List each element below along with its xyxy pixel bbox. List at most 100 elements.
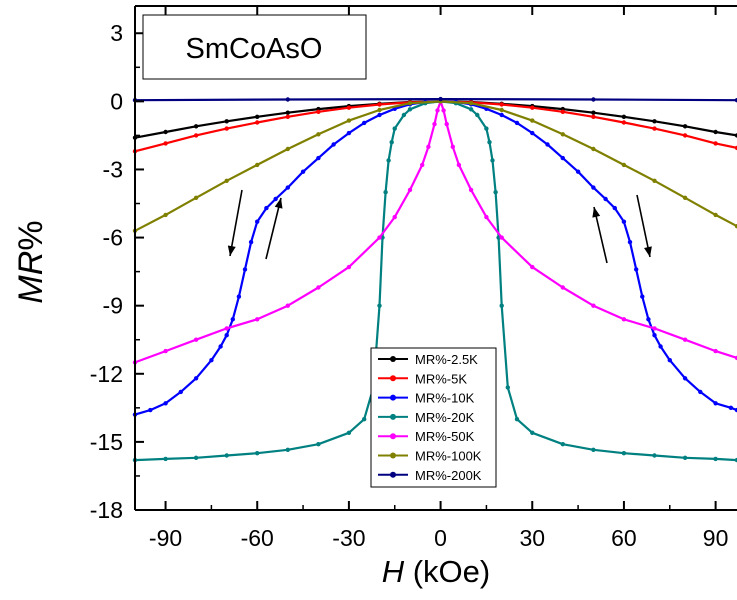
- series-point-4-19: [456, 162, 462, 168]
- series-point-2-43: [652, 333, 657, 338]
- series-point-2-13: [264, 205, 269, 211]
- series-point-6-2: [438, 96, 443, 102]
- series-point-4-11: [420, 162, 425, 168]
- series-point-2-11: [248, 239, 254, 245]
- series-line-4: [134, 100, 737, 364]
- legend-label-1: MR%-5K: [415, 371, 467, 386]
- legend-marker-6: [390, 471, 396, 478]
- series-point-5-17: [652, 178, 657, 183]
- x-axis-label-symbol: H: [382, 554, 405, 589]
- series-point-4-28: [682, 337, 688, 342]
- series-point-6-1: [285, 97, 290, 102]
- series-point-3-38: [734, 457, 737, 463]
- x-tick-label-1: -60: [241, 525, 274, 551]
- series-point-5-9: [407, 101, 413, 106]
- series-point-1-8: [377, 102, 382, 107]
- series-point-5-12: [499, 107, 504, 113]
- series-point-2-39: [627, 239, 633, 245]
- series-point-2-4: [193, 376, 199, 381]
- series-point-3-28: [499, 303, 504, 308]
- series-point-3-32: [560, 442, 565, 447]
- series-point-2-38: [621, 219, 627, 224]
- series-point-5-6: [316, 132, 321, 137]
- arrow-shaft-1: [265, 197, 282, 260]
- series-point-0-18: [682, 124, 688, 129]
- series-point-3-25: [490, 158, 495, 163]
- series-point-3-6: [316, 442, 321, 447]
- series-point-4-7: [346, 264, 352, 270]
- series-point-5-4: [255, 162, 260, 168]
- series-point-5-20: [734, 224, 737, 229]
- series-point-0-1: [163, 129, 168, 135]
- series-point-1-20: [734, 145, 737, 151]
- series-point-0-5: [285, 110, 290, 115]
- series-point-3-34: [621, 451, 627, 456]
- series-point-2-18: [331, 142, 336, 147]
- series-point-4-25: [591, 303, 596, 308]
- series-point-2-35: [591, 185, 596, 190]
- series-point-2-47: [698, 389, 703, 395]
- y-tick-label-7: -18: [90, 497, 123, 523]
- series-point-3-1: [163, 456, 168, 462]
- legend-label-2: MR%-10K: [415, 391, 475, 406]
- series-point-1-4: [255, 120, 260, 125]
- title-box: [142, 14, 367, 80]
- series-point-3-26: [493, 190, 498, 195]
- series-point-2-46: [682, 376, 688, 381]
- x-axis-label-unit: (kOe): [404, 554, 490, 589]
- series-point-1-12: [499, 102, 504, 107]
- series-point-1-2: [193, 133, 199, 138]
- series-point-2-44: [658, 344, 663, 349]
- series-point-0-4: [255, 114, 260, 120]
- legend-marker-2: [390, 394, 396, 401]
- series-point-2-6: [218, 344, 223, 349]
- series-point-1-1: [163, 141, 168, 146]
- series-point-1-6: [316, 109, 321, 115]
- y-tick-label-3: -6: [103, 225, 123, 251]
- series-point-2-14: [273, 196, 278, 202]
- legend-marker-1: [390, 375, 396, 382]
- series-point-4-21: [484, 214, 489, 220]
- series-point-2-7: [224, 333, 229, 338]
- series-point-1-15: [591, 114, 596, 120]
- series-point-5-18: [682, 195, 688, 200]
- series-point-1-14: [560, 109, 565, 115]
- arrow-head-2: [592, 207, 601, 218]
- series-point-5-15: [591, 146, 596, 152]
- series-point-4-26: [621, 317, 627, 322]
- y-axis-label-symbol: MR: [12, 251, 50, 304]
- series-point-2-33: [560, 155, 565, 161]
- series-layer: [132, 96, 737, 463]
- series-point-0-15: [591, 110, 596, 115]
- series-point-4-8: [377, 235, 382, 240]
- series-point-4-29: [713, 348, 718, 354]
- series-point-2-15: [285, 185, 290, 190]
- series-point-3-22: [475, 112, 480, 118]
- arrow-head-3: [644, 246, 652, 257]
- axes-layer: [134, 5, 737, 511]
- series-point-5-7: [346, 118, 352, 123]
- series-point-2-32: [545, 142, 550, 147]
- series-point-4-16: [441, 108, 446, 113]
- series-point-5-19: [713, 212, 718, 218]
- series-point-2-9: [236, 294, 242, 299]
- series-point-4-13: [432, 121, 437, 127]
- series-point-1-16: [621, 120, 627, 125]
- series-point-3-30: [514, 417, 520, 422]
- series-point-4-10: [407, 187, 413, 193]
- series-point-0-17: [652, 119, 657, 124]
- series-point-3-31: [530, 430, 535, 435]
- series-point-5-5: [285, 146, 290, 152]
- series-point-4-18: [450, 144, 455, 149]
- series-point-4-12: [426, 144, 431, 149]
- series-point-4-14: [435, 108, 440, 113]
- series-point-4-3: [224, 326, 229, 331]
- series-point-2-48: [713, 401, 718, 406]
- series-point-3-3: [224, 453, 229, 458]
- legend-marker-4: [390, 433, 396, 440]
- y-tick-label-5: -12: [90, 361, 123, 387]
- series-point-3-14: [389, 140, 394, 145]
- series-point-3-33: [591, 447, 596, 452]
- series-point-0-2: [193, 124, 199, 129]
